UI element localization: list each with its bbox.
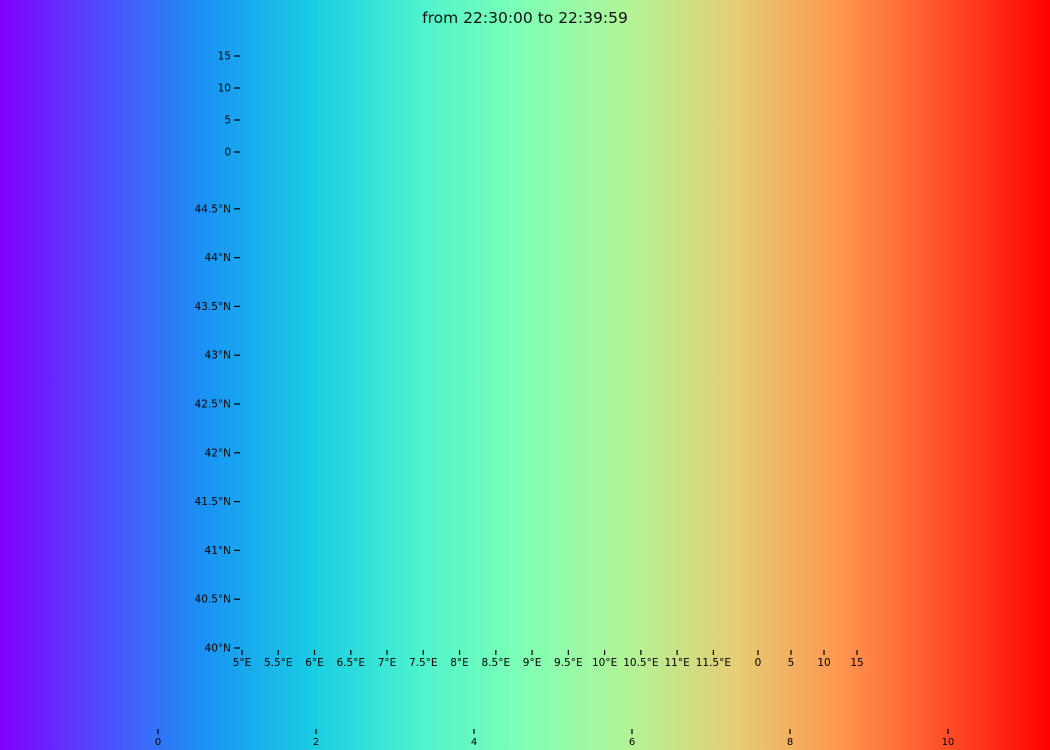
- colorbar-time-range-label: from 22:30:00 to 22:39:59: [422, 9, 628, 27]
- lightning-mapping-figure: SAETTA Lightning Mapping Array - 17/09/0…: [0, 0, 1050, 750]
- time-colorbar: from 22:30:00 to 22:39:59: [0, 0, 1050, 750]
- colorbar-gradient: [0, 0, 1050, 750]
